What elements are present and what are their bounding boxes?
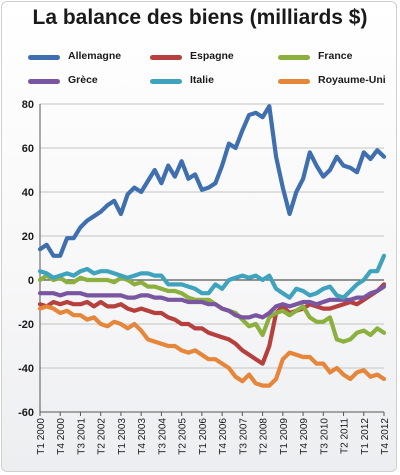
chart-title: La balance des biens (milliards $) [32,6,368,29]
legend-label: Royaume-Uni [318,74,386,86]
legend-label: Italie [190,74,214,86]
x-tick-label: T4 2003 [137,418,148,455]
y-tick-label: -60 [18,407,34,419]
x-tick-label: T2 2002 [97,418,108,455]
series-line-espagne [37,282,387,366]
x-tick-label: T2 2011 [340,418,351,454]
x-tick-label: T1 2006 [198,418,209,455]
series-line-france [37,273,387,344]
y-tick-label: 20 [22,231,34,243]
legend-swatch [28,79,60,84]
y-tick-label: -20 [18,319,34,331]
legend-label: Espagne [190,50,234,62]
x-tick-label: T1 2000 [36,418,47,455]
legend-swatch [278,55,310,60]
x-tick-label: T3 2004 [157,418,168,455]
y-tick-label: 0 [28,275,34,287]
x-tick-label: T1 2009 [279,418,290,455]
x-tick-label: T3 2010 [319,418,330,455]
y-tick-label: -40 [18,363,34,375]
x-tick-label: T4 2012 [380,418,391,455]
legend-label: Allemagne [68,50,122,62]
series-line-royaume-uni [37,304,387,388]
legend-swatch [28,55,60,60]
chart-legend: Allemagne Espagne France Grèce Italie Royaume… [28,50,388,100]
x-tick-label: T3 2001 [76,418,87,455]
legend-label: Grèce [68,74,98,86]
x-tick-label: T3 2007 [238,418,249,455]
legend-swatch [150,55,182,60]
x-tick-label: T4 2006 [218,418,229,455]
legend-label: France [318,50,353,62]
x-tick-label: T4 2000 [56,418,67,455]
x-tick-label: T4 2009 [299,418,310,455]
series-line-allemagne [37,104,387,258]
y-tick-label: 60 [22,143,34,155]
y-tick-label: 40 [22,187,34,199]
series-line-gr-ce [37,284,387,320]
y-tick-label: 80 [22,99,34,111]
series-line-italie [37,253,387,300]
x-tick-label: T1 2012 [360,418,371,455]
legend-swatch [278,79,310,84]
x-tick-label: T2 2008 [259,418,270,455]
x-tick-label: T2 2005 [178,418,189,455]
legend-swatch [150,79,182,84]
x-tick-label: T1 2003 [117,418,128,455]
